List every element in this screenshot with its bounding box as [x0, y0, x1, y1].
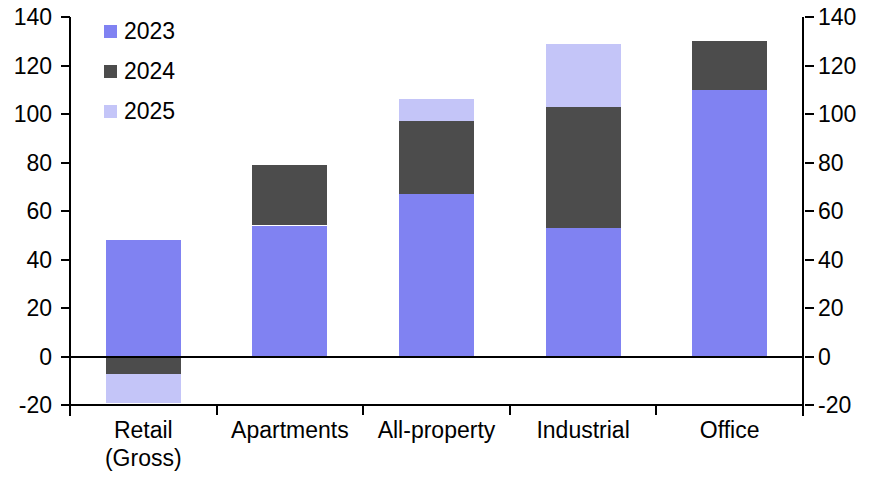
bar-segment-2024-apartments — [252, 165, 327, 226]
y-axis-right-tick — [805, 162, 814, 164]
x-axis-line — [69, 404, 804, 406]
y-axis-left-label: 40 — [0, 248, 52, 272]
x-axis-category-label-line: Industrial — [510, 416, 657, 444]
y-axis-right-label: -20 — [818, 393, 876, 417]
y-axis-right-tick — [805, 259, 814, 261]
y-axis-right-tick — [805, 210, 814, 212]
bar-segment-2025-industrial — [546, 44, 621, 107]
legend-swatch-2023-icon — [104, 25, 117, 38]
y-axis-left-label: 60 — [0, 199, 52, 223]
y-axis-left-label: 140 — [0, 5, 52, 29]
bar-segment-2025-all-property — [399, 99, 474, 121]
x-axis-category-label-industrial: Industrial — [510, 416, 657, 444]
x-axis-tick — [362, 405, 364, 415]
legend-label-2024: 2024 — [124, 59, 175, 83]
y-axis-right-tick — [805, 65, 814, 67]
x-axis-category-label-office: Office — [656, 416, 803, 444]
y-axis-right-label: 60 — [818, 199, 876, 223]
bar-segment-2023-industrial — [546, 228, 621, 357]
bar-segment-2023-apartments — [252, 226, 327, 357]
x-axis-tick — [655, 405, 657, 415]
legend-label-2025: 2025 — [124, 99, 175, 123]
y-axis-right-label: 80 — [818, 151, 876, 175]
y-axis-right-tick — [805, 16, 814, 18]
x-axis-category-label-line: Apartments — [217, 416, 364, 444]
bar-segment-2024-office — [692, 41, 767, 90]
y-axis-right-tick — [805, 113, 814, 115]
x-axis-tick — [509, 405, 511, 415]
bar-segment-2023-office — [692, 90, 767, 357]
y-axis-right-label: 0 — [818, 345, 876, 369]
zero-line — [69, 356, 804, 358]
x-axis-category-label-apartments: Apartments — [217, 416, 364, 444]
y-axis-left-label: 120 — [0, 54, 52, 78]
y-axis-right-tick — [805, 307, 814, 309]
legend-swatch-2024-icon — [104, 65, 117, 78]
x-axis-tick — [216, 405, 218, 415]
y-axis-right-tick — [805, 404, 814, 406]
y-axis-left-label: 0 — [0, 345, 52, 369]
x-axis-category-label-line: Office — [656, 416, 803, 444]
y-axis-right-label: 100 — [818, 102, 876, 126]
y-axis-left-label: 20 — [0, 296, 52, 320]
x-axis-category-label-line: Retail — [70, 416, 217, 444]
y-axis-right-tick — [805, 356, 814, 358]
x-axis-category-label-line: (Gross) — [70, 444, 217, 472]
legend-item-2024: 2024 — [104, 59, 175, 83]
x-axis-category-label-line: All-property — [363, 416, 510, 444]
y-axis-left-label: 80 — [0, 151, 52, 175]
y-axis-right-label: 140 — [818, 5, 876, 29]
y-axis-left-label: -20 — [0, 393, 52, 417]
legend: 2023 2024 2025 — [104, 19, 175, 139]
y-axis-right-label: 20 — [818, 296, 876, 320]
legend-item-2023: 2023 — [104, 19, 175, 43]
bar-segment-2024-retail-gross — [106, 357, 181, 374]
x-axis-category-label-retail-gross: Retail(Gross) — [70, 416, 217, 472]
bar-segment-2024-industrial — [546, 107, 621, 228]
legend-item-2025: 2025 — [104, 99, 175, 123]
y-axis-left-label: 100 — [0, 102, 52, 126]
x-axis-category-label-all-property: All-property — [363, 416, 510, 444]
y-axis-right-label: 120 — [818, 54, 876, 78]
legend-label-2023: 2023 — [124, 19, 175, 43]
bar-segment-2024-all-property — [399, 121, 474, 194]
bar-segment-2023-all-property — [399, 194, 474, 357]
legend-swatch-2025-icon — [104, 105, 117, 118]
bar-segment-2025-retail-gross — [106, 374, 181, 403]
bar-segment-2023-retail-gross — [106, 240, 181, 356]
stacked-bar-chart: 2023 2024 2025 Retail(Gross)ApartmentsAl… — [0, 0, 877, 482]
y-axis-right-label: 40 — [818, 248, 876, 272]
